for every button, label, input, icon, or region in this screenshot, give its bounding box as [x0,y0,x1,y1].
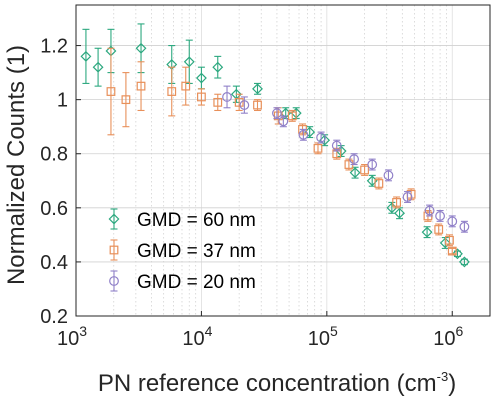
legend-label: GMD = 60 nm [137,210,256,231]
data-point [439,237,451,249]
data-point [183,56,195,68]
data-point [106,87,116,96]
legend-item: GMD = 37 nm [109,239,256,262]
legend-label: GMD = 20 nm [137,272,256,293]
legend-label: GMD = 37 nm [137,241,256,262]
data-point [121,95,131,105]
data-point [252,83,263,95]
data-point [167,87,177,96]
y-axis-title: Normalized Counts (1) [3,45,30,285]
series-group [222,85,470,233]
y-tick-label: 1 [57,90,68,112]
data-point [253,100,262,110]
legend-marker [109,245,119,255]
x-tick-base: 10 [182,328,204,350]
y-tick-label: 0.6 [40,198,68,220]
data-point [424,205,435,216]
legend-marker [108,213,120,225]
data-point [298,129,309,140]
y-tick-label: 1.2 [40,36,68,58]
data-point [222,92,232,102]
data-point [331,140,342,151]
data-point [360,165,369,175]
data-point [272,108,282,119]
data-point [451,248,463,260]
x-axis-title-suffix: ) [448,370,456,397]
data-point [239,100,250,110]
data-point [313,143,323,153]
data-point [459,221,470,232]
x-tick-base: 10 [308,328,330,350]
x-tick-label: 105 [308,323,338,350]
data-point [197,92,206,102]
data-point [435,211,445,221]
data-point [213,97,223,107]
data-point [181,81,191,91]
data-point [392,198,401,207]
x-tick-base: 10 [433,328,455,350]
data-point [458,256,470,268]
data-point [394,207,405,219]
data-point [287,111,297,121]
data-point [367,159,378,170]
data-point [349,167,361,179]
x-tick-exponent: 4 [205,323,213,339]
data-point [447,216,458,227]
y-tick-label: 0.4 [40,252,68,274]
legend-item: GMD = 60 nm [108,208,256,231]
data-point [92,61,104,73]
data-series [80,23,470,268]
series-group [106,47,457,256]
data-point [447,246,457,256]
y-tick-label: 0.2 [40,306,68,328]
legend-item: GMD = 20 nm [109,270,256,293]
data-point [136,81,146,91]
x-tick-exponent: 3 [79,323,87,339]
data-point [195,72,207,84]
x-tick-label: 103 [57,323,87,350]
legend: GMD = 60 nm GMD = 37 nm GMD = 20 nm [108,208,256,293]
data-point [374,179,384,188]
x-tick-exponent: 5 [330,323,338,339]
data-point [234,97,244,107]
data-point [434,225,444,234]
plot-frame [75,4,491,317]
data-point [135,42,147,54]
x-tick-exponent: 6 [455,323,463,339]
data-point [349,154,360,165]
x-tick-base: 10 [57,328,79,350]
data-point [402,192,413,202]
data-point [421,226,433,238]
data-point [212,61,224,73]
data-point [445,235,454,245]
legend-marker [109,276,119,286]
grid [75,5,491,317]
y-tick-label: 0.8 [40,144,68,166]
data-point [383,170,394,181]
x-axis-title-sup: -3 [437,369,449,384]
data-point [80,50,92,62]
x-tick-label: 106 [433,323,463,350]
x-axis-title-main: PN reference concentration (cm [98,370,437,397]
data-point [278,116,289,127]
x-tick-label: 104 [182,323,212,350]
x-axis-title: PN reference concentration (cm-3) [98,369,456,397]
data-point [316,132,326,143]
